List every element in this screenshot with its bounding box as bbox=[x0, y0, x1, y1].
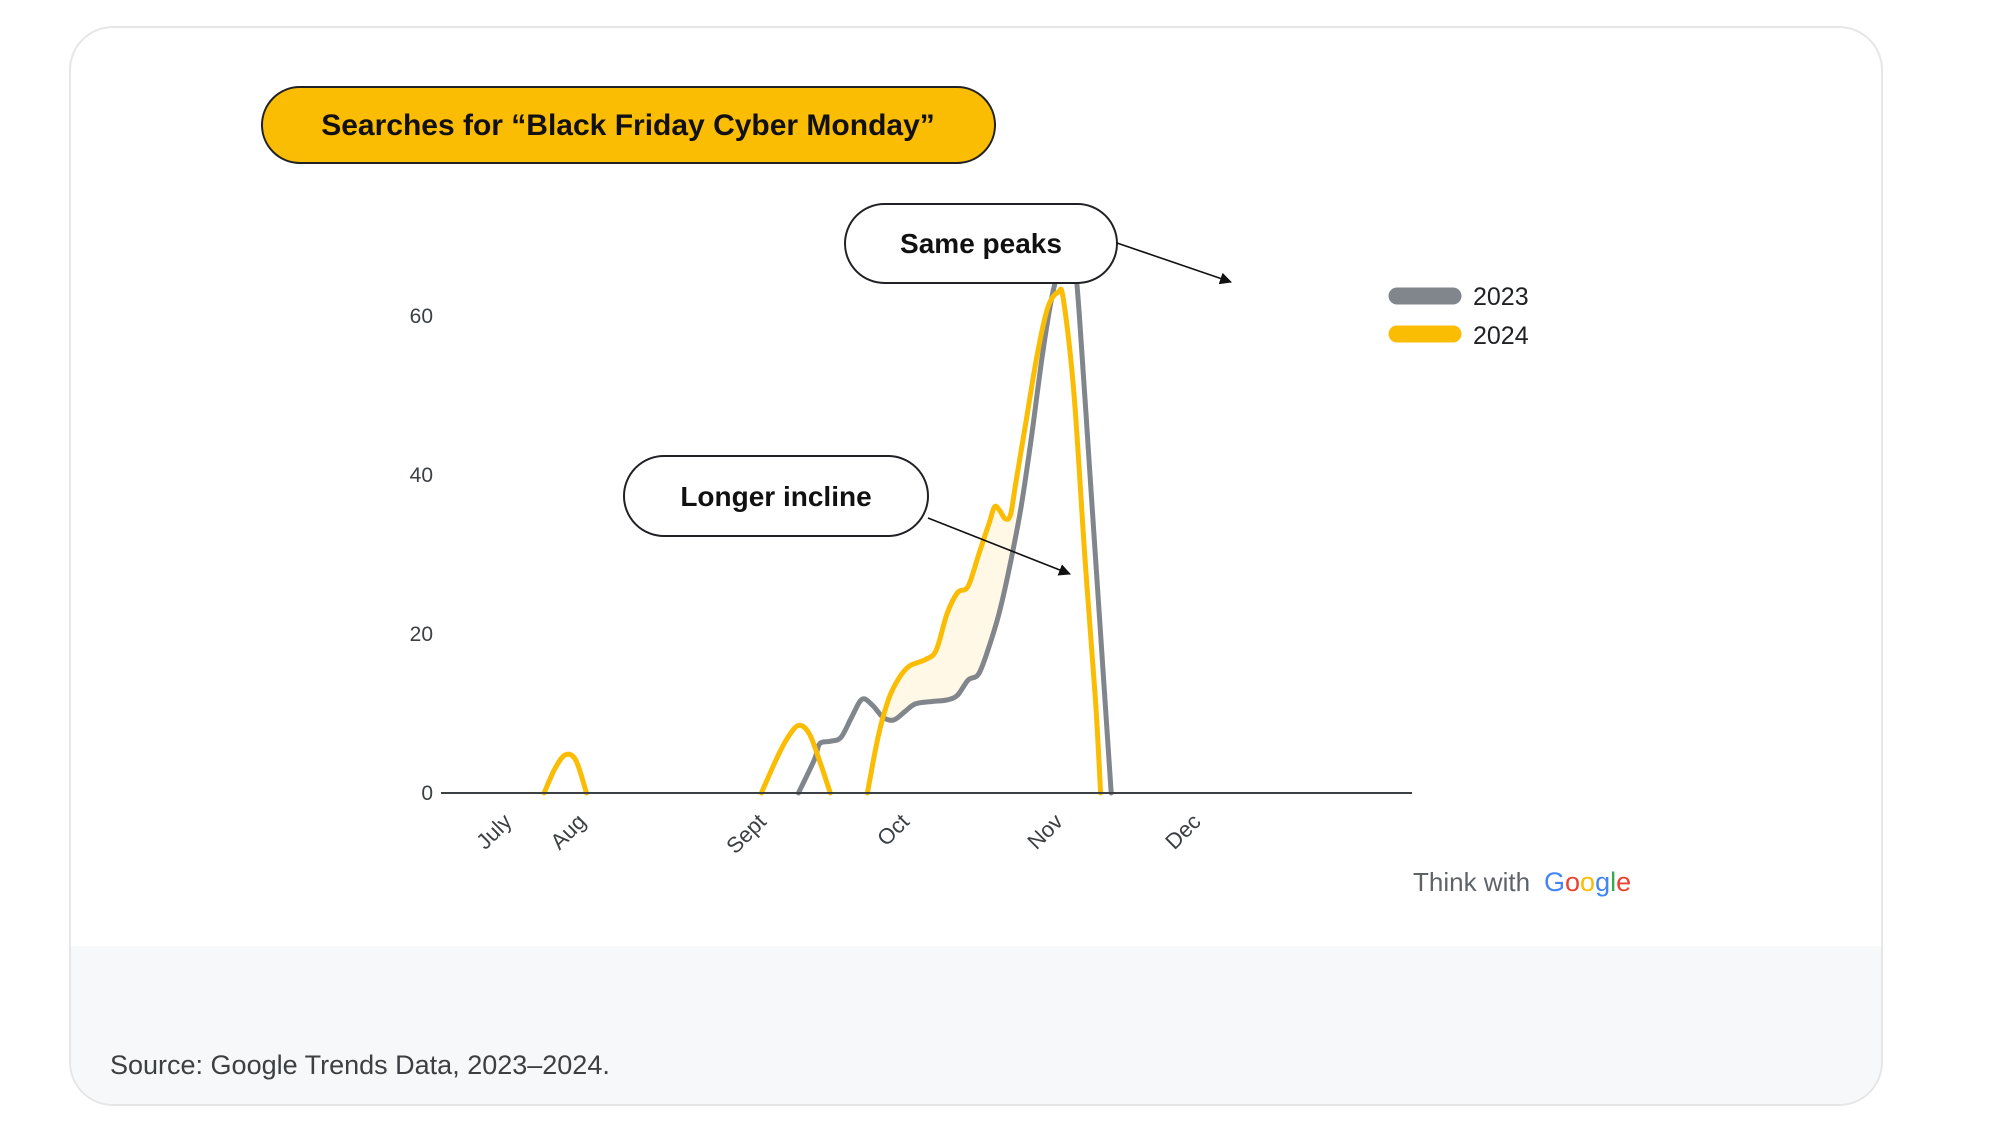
series-line-2024-segment-1 bbox=[758, 722, 833, 796]
chart-title: Searches for “Black Friday Cyber Monday” bbox=[321, 109, 935, 142]
y-tick-label-60: 60 bbox=[410, 305, 433, 328]
annotation-arrow bbox=[1116, 242, 1232, 285]
title-badge-shape bbox=[261, 86, 996, 164]
legend: 2023 2024 bbox=[1388, 283, 1529, 350]
incline-gap-area bbox=[878, 482, 1016, 738]
series-line-2024-segment-0 bbox=[541, 751, 589, 796]
annotation-arrow bbox=[927, 517, 1071, 576]
legend-label-2023: 2023 bbox=[1473, 283, 1529, 311]
google-wordmark: Google bbox=[1544, 867, 1631, 897]
x-tick-label-aug: Aug bbox=[545, 809, 590, 854]
annotation-label: Same peaks bbox=[900, 228, 1062, 259]
source-note: Source: Google Trends Data, 2023–2024. bbox=[110, 1050, 610, 1080]
series-line-2024-segment-2 bbox=[864, 286, 1104, 796]
y-tick-label-20: 20 bbox=[410, 623, 433, 646]
chart-title-badge: Searches for “Black Friday Cyber Monday” bbox=[261, 86, 996, 164]
annotation-bubble bbox=[623, 455, 929, 537]
x-tick-label-dec: Dec bbox=[1160, 809, 1205, 854]
brand-prefix: Think with bbox=[1413, 867, 1530, 897]
annotation-same-peaks: Same peaks bbox=[844, 203, 1232, 285]
x-tick-label-july: July bbox=[471, 809, 516, 854]
x-tick-label-nov: Nov bbox=[1022, 809, 1067, 854]
y-axis-ticks: 0 20 40 60 bbox=[410, 305, 433, 805]
chart-svg: Searches for “Black Friday Cyber Monday”… bbox=[261, 86, 1631, 897]
x-axis-ticks: July Aug Sept Oct Nov Dec bbox=[471, 809, 1205, 859]
chart-figure: Searches for “Black Friday Cyber Monday”… bbox=[71, 28, 1881, 946]
annotation-longer-incline: Longer incline bbox=[623, 455, 1071, 576]
incline-gap-shading bbox=[878, 482, 1016, 738]
chart-card: Searches for “Black Friday Cyber Monday”… bbox=[69, 26, 1883, 1106]
y-tick-label-0: 0 bbox=[421, 782, 433, 805]
source-footer: Source: Google Trends Data, 2023–2024. bbox=[71, 946, 1881, 1104]
legend-label-2024: 2024 bbox=[1473, 322, 1529, 350]
x-tick-label-oct: Oct bbox=[872, 809, 914, 851]
x-tick-label-sept: Sept bbox=[721, 809, 771, 859]
think-with-google-logo: Think with Google bbox=[1413, 867, 1631, 897]
annotation-label: Longer incline bbox=[680, 481, 871, 512]
y-tick-label-40: 40 bbox=[410, 464, 433, 487]
